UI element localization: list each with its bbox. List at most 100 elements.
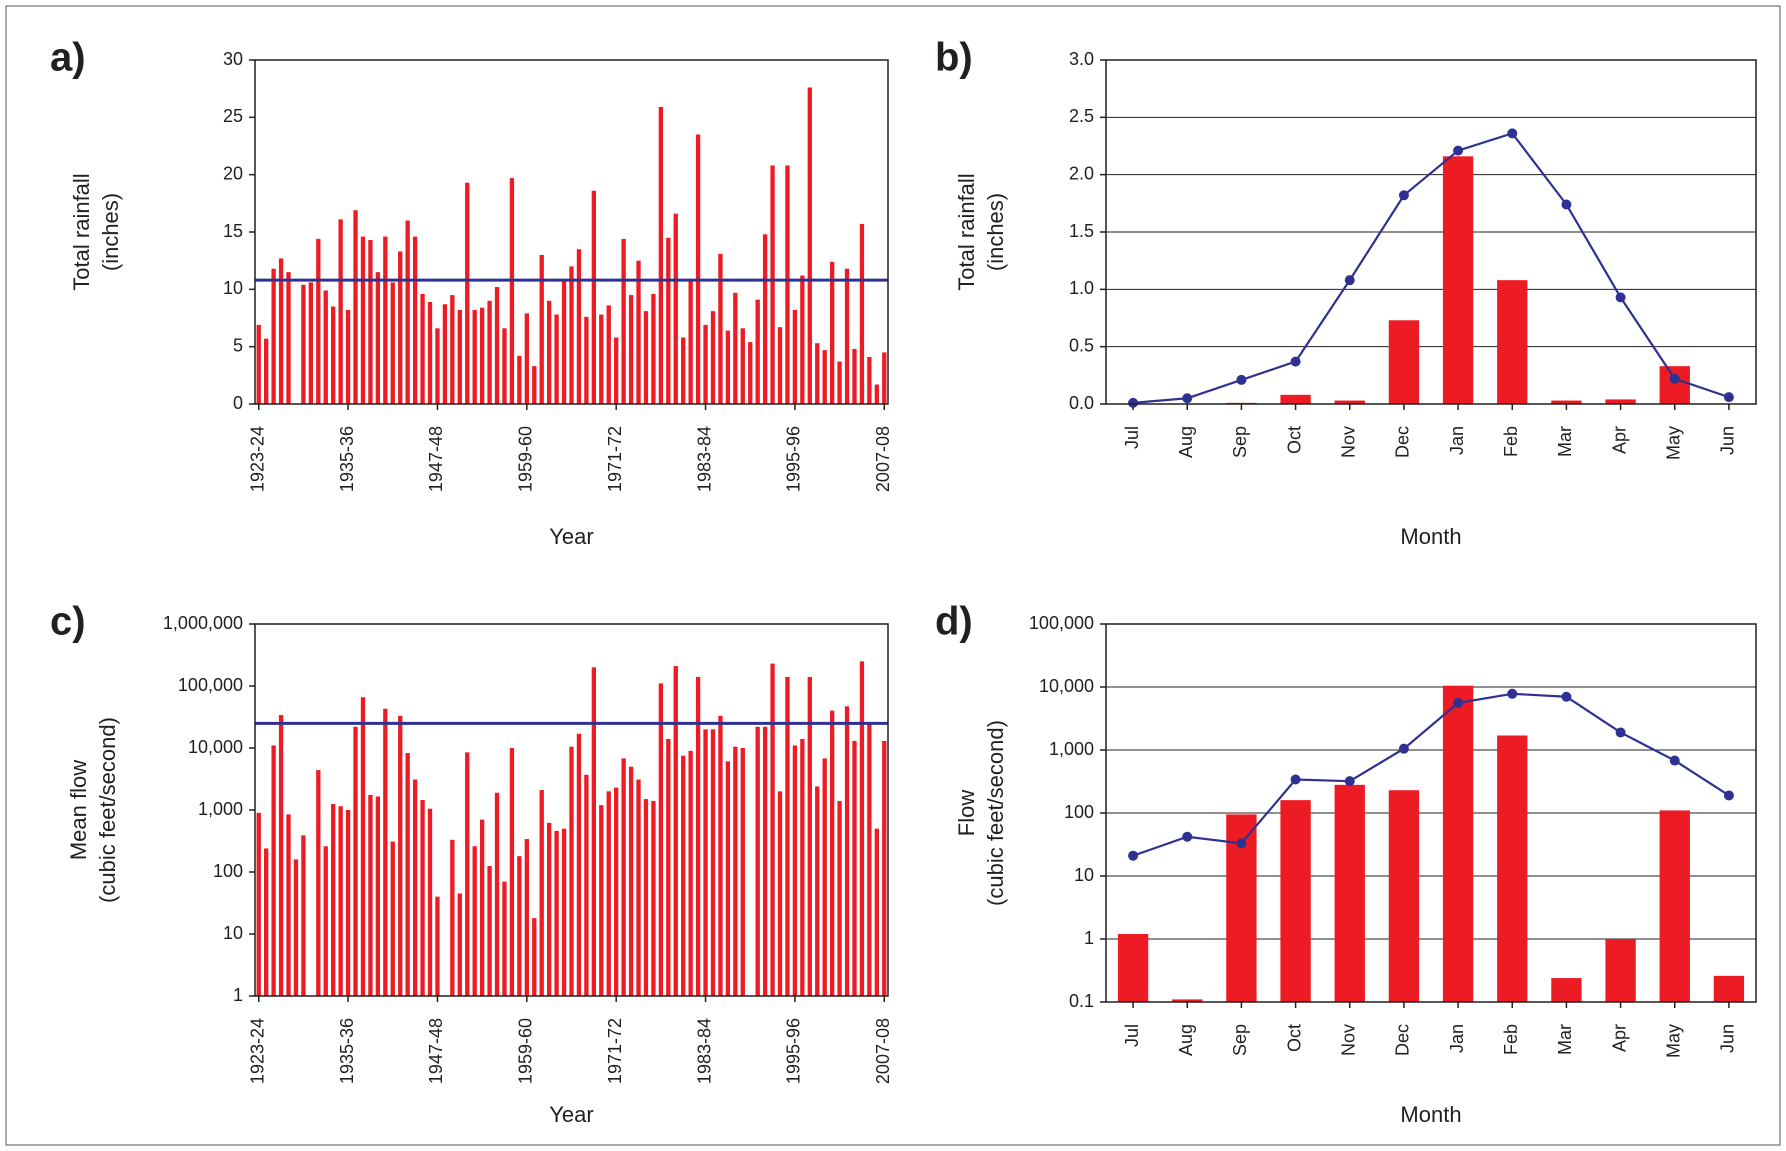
x-tick-label: Feb: [1501, 1024, 1521, 1055]
x-tick-label: Jan: [1447, 426, 1467, 455]
x-tick-label: 1983-84: [694, 426, 714, 492]
x-tick-label: 2007-08: [873, 426, 893, 492]
bar: [762, 234, 768, 404]
y-tick-label: 1.5: [1069, 221, 1094, 241]
bar: [584, 316, 589, 404]
x-tick-label: Mar: [1555, 426, 1575, 457]
bar: [338, 219, 343, 404]
y-axis-title: Flow: [954, 790, 979, 837]
bar: [331, 803, 336, 996]
series-point: [1398, 743, 1409, 754]
x-tick-label: Jul: [1122, 1024, 1142, 1047]
x-tick-label: 1959-60: [516, 1018, 536, 1084]
x-tick-label: 1971-72: [605, 1018, 625, 1084]
bar: [859, 661, 865, 996]
bar: [368, 794, 373, 996]
bar: [405, 753, 410, 996]
y-tick-label: 10,000: [1039, 676, 1094, 696]
x-tick-label: Dec: [1393, 426, 1413, 458]
panel-a: a) 0 5 10 15 20 25 30 Total rainfall (inches) Year…: [50, 36, 893, 549]
x-tick-label: Sep: [1230, 426, 1250, 458]
bar: [569, 266, 574, 404]
bar: [539, 254, 544, 404]
panel-letter: a): [50, 36, 86, 80]
bar: [338, 806, 343, 996]
bar: [695, 676, 701, 996]
bar: [762, 726, 768, 996]
bar: [658, 107, 664, 404]
bar: [837, 800, 842, 996]
x-tick-label: Jun: [1718, 426, 1738, 455]
bar: [852, 740, 857, 996]
bar: [785, 165, 790, 404]
bar: [703, 324, 708, 404]
bar: [844, 706, 850, 996]
bar: [278, 715, 284, 996]
bar: [673, 666, 678, 996]
x-axis-title: Month: [1400, 1102, 1461, 1127]
bar: [509, 748, 515, 996]
bar: [509, 178, 515, 404]
bar: [331, 306, 336, 404]
bar: [561, 828, 567, 996]
series-point: [1669, 755, 1680, 766]
bar: [748, 342, 753, 404]
plot-frame: [254, 59, 889, 405]
series-point: [1723, 392, 1734, 403]
x-tick-label: Nov: [1339, 1024, 1359, 1056]
x-tick-label: Aug: [1176, 426, 1196, 458]
bar: [882, 740, 887, 996]
y-tick-label: 10,000: [188, 737, 243, 757]
y-tick-label: 1.0: [1069, 278, 1094, 298]
series-point: [1453, 145, 1464, 156]
series-line: [1132, 692, 1730, 857]
x-tick-label: Aug: [1176, 1024, 1196, 1056]
bar: [606, 305, 611, 404]
x-tick-label: 2007-08: [873, 1018, 893, 1084]
x-tick-label: 1923-24: [247, 426, 267, 492]
bar: [733, 292, 738, 404]
bar: [1713, 975, 1745, 1002]
bar: [532, 918, 537, 996]
y-tick-label: 5: [233, 335, 243, 355]
bar: [599, 805, 604, 996]
bar: [651, 800, 656, 996]
y-tick-label: 0.1: [1069, 991, 1094, 1011]
bar: [651, 293, 656, 404]
bar: [457, 893, 462, 996]
x-tick-label: Oct: [1284, 1024, 1304, 1052]
y-tick-label: 100,000: [178, 675, 243, 695]
bar: [718, 253, 723, 404]
y-tick-label: 20: [223, 163, 243, 183]
bar: [733, 746, 738, 996]
y-tick-label: 1: [1084, 928, 1094, 948]
bar: [256, 324, 261, 404]
bar: [829, 261, 835, 404]
bar: [591, 190, 597, 404]
bar: [569, 746, 574, 996]
bar: [785, 676, 790, 996]
series-point: [1615, 292, 1626, 303]
bar: [614, 337, 619, 404]
bar: [353, 726, 358, 996]
bar: [368, 240, 373, 404]
series-point: [1561, 691, 1572, 702]
series-point: [1344, 776, 1355, 787]
bar: [1551, 978, 1582, 1002]
series-point: [1669, 373, 1680, 384]
y-tick-label: 1,000,000: [163, 613, 243, 633]
y-tick-label: 100,000: [1029, 613, 1094, 633]
bar: [450, 295, 455, 404]
bar: [323, 290, 328, 404]
bar: [606, 791, 611, 996]
bar: [435, 328, 440, 404]
bar: [457, 309, 462, 404]
y-tick-label: 0.5: [1069, 335, 1094, 355]
bar: [636, 779, 641, 996]
bar: [412, 779, 418, 996]
x-tick-label: 1947-48: [426, 1018, 446, 1084]
bar: [472, 309, 477, 404]
series-point: [1398, 190, 1409, 201]
y-axis-title: (inches): [98, 193, 123, 271]
